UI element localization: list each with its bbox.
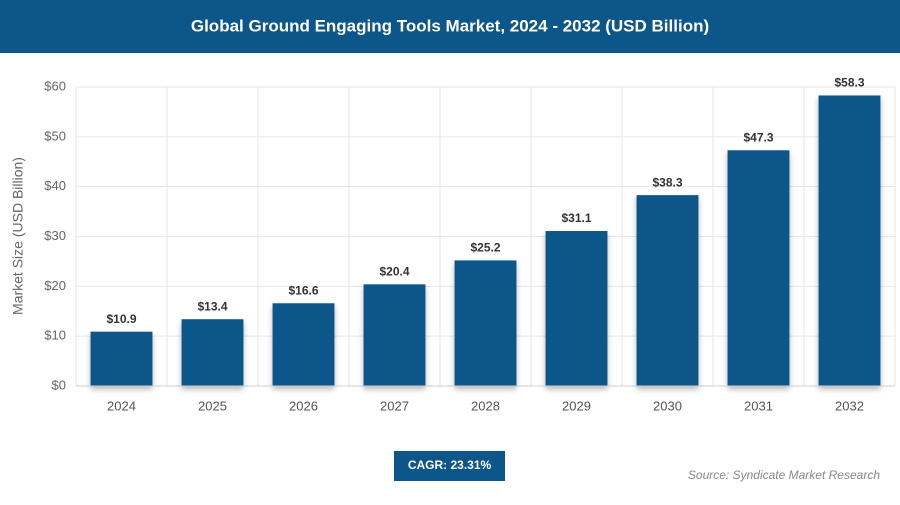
bar	[363, 284, 426, 386]
data-label: $47.3	[743, 130, 773, 144]
cagr-text: CAGR: 23.31%	[408, 458, 492, 472]
data-label: $13.4	[197, 299, 227, 313]
data-label: $38.3	[652, 175, 682, 189]
bar	[818, 95, 881, 386]
x-tick-label: 2032	[835, 398, 864, 413]
y-tick-label: $50	[44, 128, 66, 143]
cagr-box	[394, 451, 505, 481]
y-tick-label: $0	[52, 377, 66, 392]
y-tick-label: $20	[44, 278, 66, 293]
data-label: $10.9	[106, 312, 136, 326]
x-tick-label: 2026	[289, 398, 318, 413]
y-tick-label: $30	[44, 228, 66, 243]
x-tick-label: 2028	[471, 398, 500, 413]
x-tick-label: 2024	[107, 398, 136, 413]
bar	[90, 331, 153, 386]
y-tick-label: $60	[44, 78, 66, 93]
chart-title: Global Ground Engaging Tools Market, 202…	[191, 16, 709, 35]
y-tick-label: $10	[44, 328, 66, 343]
y-tick-label: $40	[44, 178, 66, 193]
x-tick-label: 2025	[198, 398, 227, 413]
data-label: $25.2	[470, 241, 500, 255]
data-label: $31.1	[561, 211, 591, 225]
x-tick-label: 2030	[653, 398, 682, 413]
bar	[272, 303, 335, 386]
bar	[454, 260, 517, 386]
bar	[545, 231, 608, 386]
data-label: $16.6	[288, 283, 318, 297]
y-axis-label: Market Size (USD Billion)	[10, 157, 26, 315]
x-tick-label: 2027	[380, 398, 409, 413]
x-tick-label: 2031	[744, 398, 773, 413]
x-tick-label: 2029	[562, 398, 591, 413]
source-text: Source: Syndicate Market Research	[688, 468, 880, 482]
bar	[636, 195, 699, 386]
header-banner	[0, 0, 900, 53]
bar	[727, 150, 790, 386]
data-label: $20.4	[379, 265, 409, 279]
data-label: $58.3	[834, 76, 864, 90]
bar	[181, 319, 244, 386]
